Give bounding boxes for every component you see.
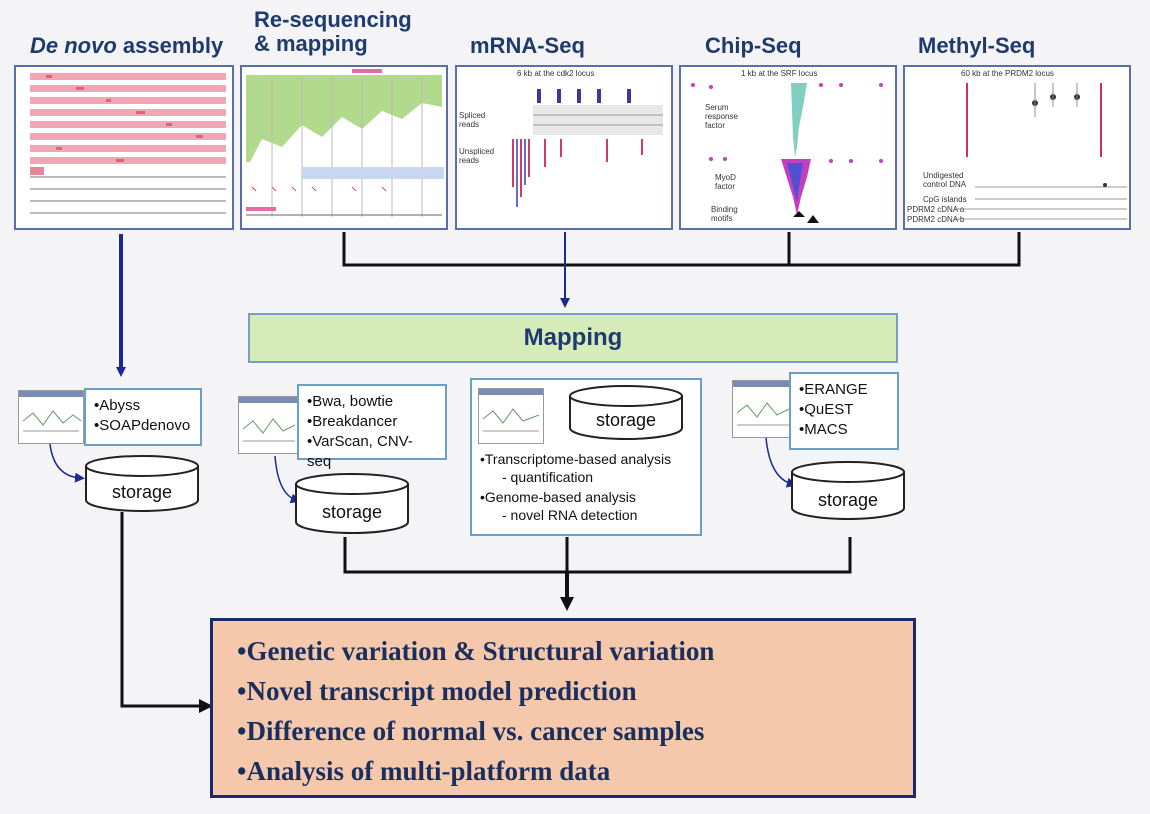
tool-breakdancer: Breakdancer [307,412,437,432]
methyl-undigested-label: Undigested control DNA [923,171,967,189]
results-box: Genetic variation & Structural variation… [210,618,916,798]
methyl-cdna-a-label: PDRM2 cDNA a [907,205,965,214]
resequencing-coverage-graphic [246,69,444,217]
mrna-storage-label: storage [596,410,656,430]
tool-varscan-cnv: VarScan, CNV-seq [307,432,437,472]
result-normal-vs-cancer: Difference of normal vs. cancer samples [237,711,889,751]
mrna-caption: 6 kb at the cdk2 locus [517,69,595,78]
tool-quest: QuEST [799,400,889,420]
thumbnail-graph-icon [19,391,83,432]
line-denovo-to-results [120,512,196,708]
chip-storage-label: storage [818,490,878,510]
denovo-tools-box: Abyss SOAPdenovo [84,388,202,446]
mrna-spliced-label: Spliced reads [459,111,486,129]
methyl-caption: 60 kb at the PRDM2 locus [961,69,1054,78]
reseq-thumbnail [238,396,300,454]
tool-erange: ERANGE [799,380,889,400]
denovo-storage: storage [85,455,199,512]
panel-mrna-seq: 6 kb at the cdk2 locus Spliced reads Uns… [455,65,673,230]
thumbnail-graph-icon [733,381,793,426]
assembly-alignment-graphic [30,73,226,214]
mrna-thumbnail [478,388,544,444]
result-novel-transcript: Novel transcript model prediction [237,671,889,711]
tool-soapdenovo: SOAPdenovo [94,416,192,436]
mrna-reads-graphic [512,89,663,207]
header-mrna-seq: mRNA-Seq [470,33,585,58]
mrna-analysis-box: storage •Transcriptome-based analysis - … [470,378,702,536]
chip-tools-box: ERANGE QuEST MACS [789,372,899,450]
panel-methyl-seq: 60 kb at the PRDM2 locus Undigested cont… [903,65,1131,230]
reseq-storage-label: storage [322,502,382,522]
panel-resequencing-mapping [240,65,448,230]
mrna-analysis-line2: - quantification [502,469,594,485]
chip-thumbnail [732,380,794,438]
result-genetic-variation: Genetic variation & Structural variation [237,631,889,671]
bus-top [342,232,1021,267]
chip-storage: storage [791,461,905,520]
tool-abyss: Abyss [94,396,192,416]
reseq-storage: storage [295,473,409,534]
chip-myod-label: MyoD factor [715,173,736,191]
mrna-analysis-line4: - novel RNA detection [502,507,638,523]
mrna-unspliced-label: Unspliced reads [459,147,495,165]
header-de-novo-rest: assembly [116,33,224,58]
header-methyl-seq: Methyl-Seq [918,33,1036,58]
thumbnail-graph-icon [479,389,543,432]
mrna-storage: storage [569,385,683,440]
chip-peaks-graphic [691,83,883,223]
header-de-novo-assembly: De novo assembly [30,34,223,58]
header-resequencing: Re-sequencing & mapping [254,8,412,56]
tool-bwa-bowtie: Bwa, bowtie [307,392,437,412]
header-resequencing-line1: Re-sequencing [254,7,412,32]
methyl-tracks-graphic [955,83,1127,220]
reseq-tools-box: Bwa, bowtie Breakdancer VarScan, CNV-seq [297,384,447,470]
denovo-storage-label: storage [112,482,172,502]
panel-chip-seq: 1 kb at the SRF locus Serum response fac… [679,65,897,230]
methyl-cpg-label: CpG islands [923,195,967,204]
mrna-analysis-line1: •Transcriptome-based analysis [480,451,672,467]
header-chip-seq: Chip-Seq [705,33,802,58]
chip-serum-label: Serum response factor [705,103,738,130]
methyl-cdna-b-label: PDRM2 cDNA b [907,215,965,224]
panel-de-novo-assembly [14,65,234,230]
chip-caption: 1 kb at the SRF locus [741,69,818,78]
bus-bottom [343,537,852,574]
mrna-analysis-line3: •Genome-based analysis [480,489,636,505]
header-resequencing-line2: & mapping [254,31,368,56]
denovo-thumbnail [18,390,84,444]
thumbnail-graph-icon [239,397,299,442]
mapping-bar: Mapping [248,313,898,363]
tool-macs: MACS [799,420,889,440]
result-multi-platform: Analysis of multi-platform data [237,751,889,791]
header-de-novo-italic: De novo [30,33,117,58]
chip-binding-label: Binding motifs [711,205,738,223]
